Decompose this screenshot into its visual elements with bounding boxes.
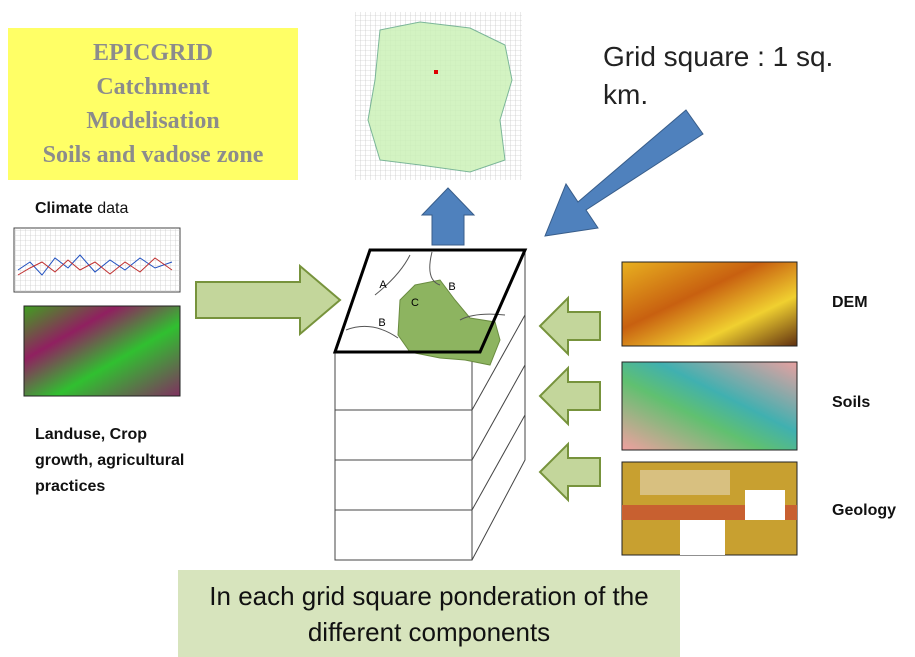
- layer-label: Geology: [832, 502, 897, 519]
- footer: In each grid square ponderation of the d…: [178, 570, 680, 657]
- block-label: B: [378, 317, 385, 329]
- climate-rest: data: [97, 200, 129, 217]
- layer-label: DEM: [832, 294, 868, 311]
- landuse-label: Landuse, Crop growth, agricultural pract…: [35, 426, 185, 495]
- title-line: Modelisation: [86, 108, 220, 134]
- layer-line: [471, 314, 526, 411]
- down-arrow: [544, 109, 704, 237]
- layer-line: [471, 414, 526, 511]
- footer-text: In each grid square ponderation of the d…: [209, 580, 649, 647]
- input-arrow: [195, 263, 342, 337]
- block-label: B: [448, 281, 455, 293]
- catchment: [367, 21, 513, 173]
- block-top-outline: [332, 248, 528, 354]
- geology-unit: [680, 520, 725, 555]
- layer-line: [471, 364, 526, 461]
- title-line: EPICGRID: [92, 40, 213, 66]
- climate-grid: [14, 228, 180, 292]
- up-arrow: [420, 187, 476, 246]
- grid-cell: [434, 70, 438, 74]
- climate-label: Climate data: [35, 200, 128, 218]
- grid-note: Grid square : 1 sq. km.: [603, 41, 834, 110]
- input-arrow: [538, 441, 601, 503]
- title-line: Catchment: [96, 74, 210, 100]
- block-label: C: [411, 297, 419, 309]
- title-line: Soils and vadose zone: [42, 142, 264, 168]
- climate-line: [17, 254, 173, 276]
- zone-border: [345, 251, 506, 339]
- landuse-map: [23, 305, 181, 397]
- climate-bold: Climate: [35, 200, 93, 217]
- block-front: [334, 351, 473, 561]
- climate-line: [17, 257, 173, 276]
- dem-map: [621, 261, 798, 347]
- input-arrow: [538, 365, 601, 427]
- layer-label: Soils: [832, 394, 871, 411]
- soils-map: [621, 361, 798, 451]
- title-box: EPICGRID Catchment Modelisation Soils an…: [8, 28, 298, 180]
- geology-unit: [640, 470, 730, 495]
- block-label: A: [379, 279, 387, 291]
- block-labels: A B C B: [378, 279, 455, 329]
- input-arrow: [538, 295, 601, 357]
- geology-unit: [745, 490, 785, 520]
